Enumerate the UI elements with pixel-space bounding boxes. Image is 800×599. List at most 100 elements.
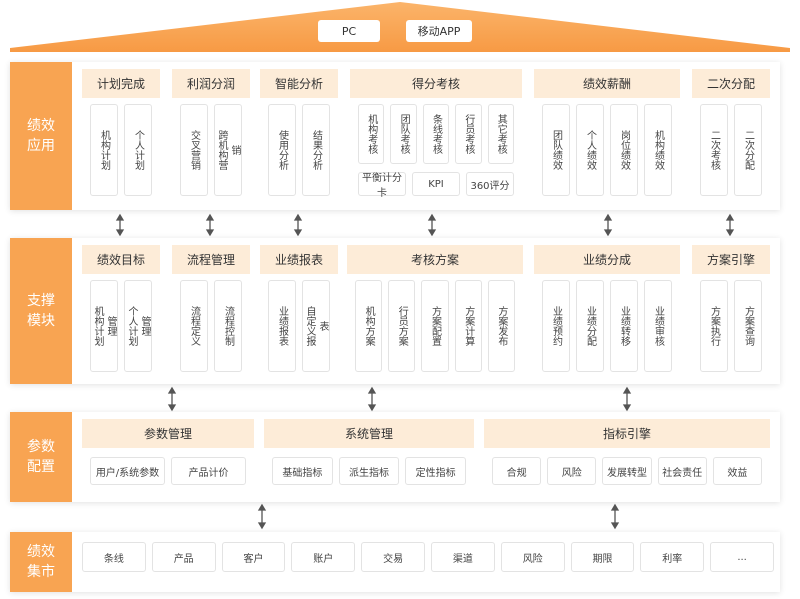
- module-item: 业绩审核: [644, 280, 672, 372]
- module-item: 社会责任: [657, 457, 707, 485]
- arrow-head: [293, 229, 303, 237]
- module-item: 机构计划: [90, 104, 118, 196]
- module-item: 风险: [500, 542, 565, 572]
- platform-button[interactable]: 移动APP: [406, 20, 472, 42]
- module-item: 机构考核: [358, 104, 385, 164]
- module-item: 客户: [221, 542, 286, 572]
- module-item: 其它考核: [487, 104, 514, 164]
- module-item: 平衡计分卡: [358, 172, 406, 199]
- group-title: 得分考核: [350, 69, 522, 98]
- module-item: 行员方案: [388, 280, 416, 372]
- arrow-head: [603, 229, 613, 237]
- module-item: 岗位绩效: [610, 104, 638, 196]
- group-title: 参数管理: [82, 419, 254, 448]
- group-title: 绩效目标: [82, 245, 160, 274]
- module-item: 团队绩效: [542, 104, 570, 196]
- module-item: 利率: [640, 542, 705, 572]
- arrow-head: [367, 386, 377, 394]
- module-item: 流程定义: [180, 280, 208, 372]
- module-item: 合规: [492, 457, 542, 485]
- module-item: 个人计划: [124, 104, 152, 196]
- module-item: KPI: [412, 172, 460, 196]
- layer-label: 绩效应用: [10, 62, 72, 210]
- module-item: 团队考核: [390, 104, 417, 164]
- module-item: 条线: [82, 542, 146, 572]
- module-item: 结果分析: [302, 104, 330, 196]
- module-item: 基础指标: [272, 457, 333, 485]
- module-item: 条线考核: [422, 104, 450, 164]
- module-item: 定性指标: [405, 457, 466, 485]
- arrow-head: [257, 503, 267, 511]
- module-item: 方案配置: [421, 280, 449, 372]
- arrow-head: [622, 386, 632, 394]
- module-item: 业绩转移: [610, 280, 638, 372]
- module-item: 业绩预约: [542, 280, 570, 372]
- module-item: 自定义报表: [302, 280, 330, 372]
- group-title: 智能分析: [260, 69, 338, 98]
- module-item: 产品计价: [171, 457, 246, 485]
- module-item: 渠道: [431, 542, 495, 572]
- group-title: 考核方案: [347, 245, 523, 274]
- group-title: 二次分配: [692, 69, 770, 98]
- platform-button[interactable]: PC: [318, 20, 380, 42]
- arrow-head: [115, 229, 125, 237]
- layer-label: 支撑模块: [10, 238, 72, 384]
- group-title: 计划完成: [82, 69, 160, 98]
- layer-label: 参数配置: [10, 412, 72, 502]
- module-item: 期限: [570, 542, 635, 572]
- group-title: 业绩报表: [260, 245, 338, 274]
- module-item: 产品: [151, 542, 216, 572]
- arrow-head: [205, 213, 215, 221]
- module-item: 个人绩效: [576, 104, 604, 196]
- module-item: 交易: [361, 542, 425, 572]
- module-item: 方案查询: [734, 280, 762, 372]
- group-title: 指标引擎: [484, 419, 770, 448]
- arrow-head: [610, 522, 620, 530]
- module-item: 效益: [712, 457, 762, 485]
- group-title: 方案引擎: [692, 245, 770, 274]
- group-title: 绩效薪酬: [534, 69, 680, 98]
- group-title: 系统管理: [264, 419, 474, 448]
- module-item: 派生指标: [338, 457, 400, 485]
- arrow-head: [622, 404, 632, 412]
- arrow-head: [603, 213, 613, 221]
- group-title: 流程管理: [172, 245, 250, 274]
- module-item: 个人计划管理: [124, 280, 152, 372]
- module-item: 机构方案: [355, 280, 383, 372]
- arrow-head: [427, 213, 437, 221]
- arrow-head: [257, 522, 267, 530]
- arrow-head: [205, 229, 215, 237]
- module-item: 发展转型: [602, 457, 652, 485]
- module-item: 机构计划管理: [90, 280, 118, 372]
- module-item: 行员考核: [455, 104, 482, 164]
- module-item: 风险: [547, 457, 597, 485]
- module-item: 360评分: [466, 172, 514, 196]
- module-item: 业绩分配: [576, 280, 604, 372]
- arrow-head: [725, 229, 735, 237]
- module-item: 方案发布: [487, 280, 515, 372]
- group-title: 业绩分成: [534, 245, 680, 274]
- module-item: 使用分析: [268, 104, 296, 196]
- arrow-head: [293, 213, 303, 221]
- arrow-head: [367, 404, 377, 412]
- module-item: 二次考核: [700, 104, 728, 196]
- module-item: 流程控制: [214, 280, 242, 372]
- layer-label: 绩效集市: [10, 532, 72, 592]
- module-item: 机构绩效: [644, 104, 672, 196]
- module-item: 方案执行: [700, 280, 728, 372]
- arrow-head: [725, 213, 735, 221]
- module-item: 用户/系统参数: [90, 457, 165, 485]
- module-item: 业绩报表: [268, 280, 296, 372]
- module-item: 交叉营销: [180, 104, 208, 196]
- module-item: ...: [710, 542, 774, 572]
- module-item: 二次分配: [734, 104, 762, 196]
- arrow-head: [167, 386, 177, 394]
- module-item: 方案计算: [454, 280, 482, 372]
- arrow-head: [610, 503, 620, 511]
- module-item: 账户: [291, 542, 356, 572]
- arrow-head: [115, 213, 125, 221]
- group-title: 利润分润: [172, 69, 250, 98]
- roof: [10, 2, 790, 52]
